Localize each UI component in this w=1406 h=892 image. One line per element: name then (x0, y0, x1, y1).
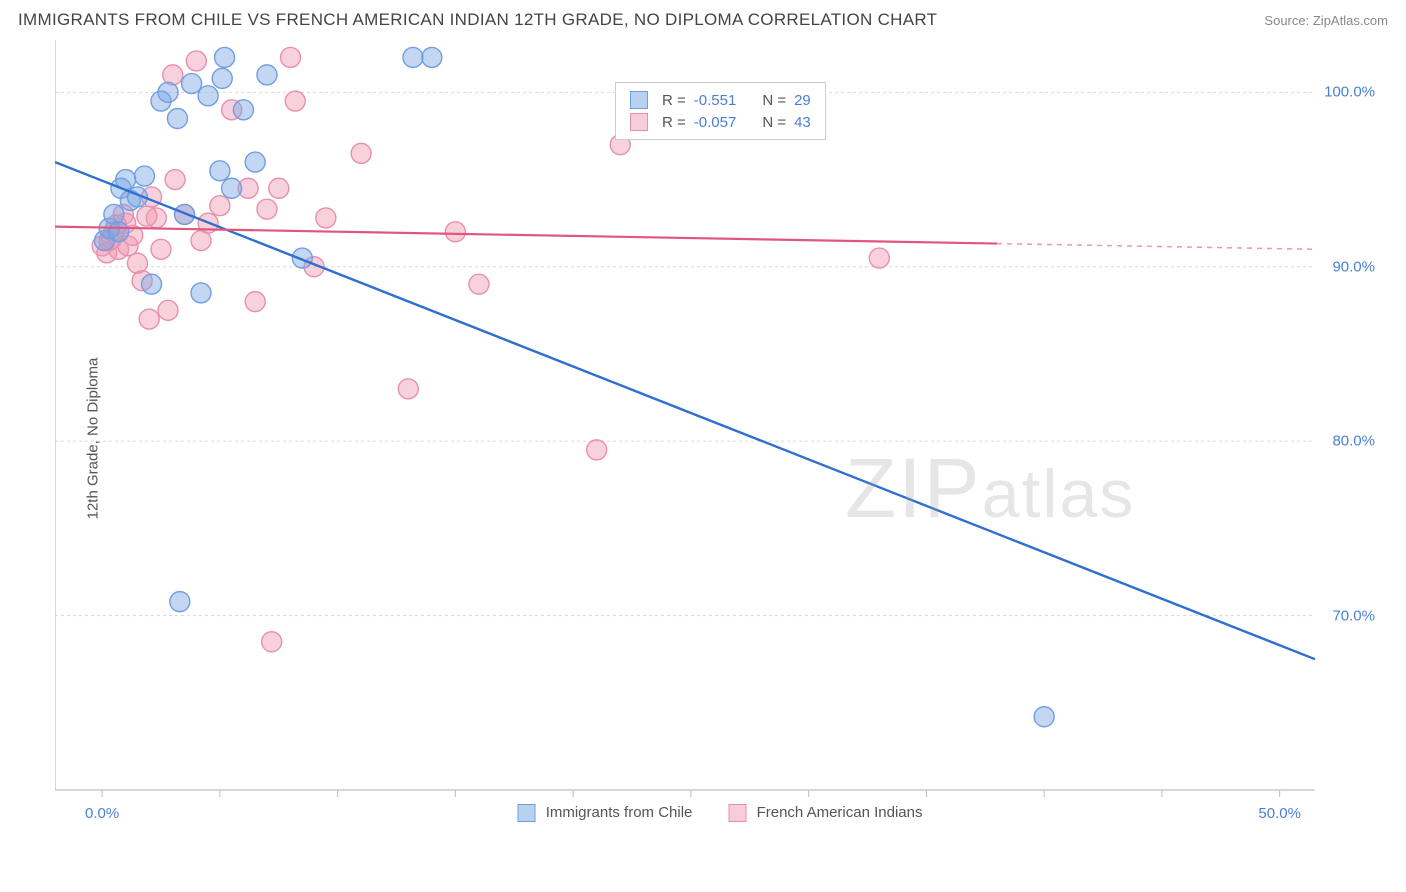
y-tick-label: 90.0% (1332, 258, 1375, 275)
bottom-legend: Immigrants from Chile French American In… (518, 804, 923, 822)
chart-header: IMMIGRANTS FROM CHILE VS FRENCH AMERICAN… (0, 0, 1406, 36)
y-tick-label: 70.0% (1332, 607, 1375, 624)
stats-r-chile: -0.551 (694, 92, 737, 109)
legend-label-french: French American Indians (757, 804, 923, 821)
stats-n-label2: N = (762, 114, 786, 131)
legend-label-chile: Immigrants from Chile (546, 804, 693, 821)
scatter-chart (55, 40, 1385, 830)
stats-r-french: -0.057 (694, 114, 737, 131)
x-tick-label: 50.0% (1258, 805, 1301, 822)
stats-r-label2: R = (662, 114, 686, 131)
y-tick-label: 100.0% (1324, 84, 1375, 101)
stats-n-label: N = (762, 92, 786, 109)
chart-title: IMMIGRANTS FROM CHILE VS FRENCH AMERICAN… (18, 10, 937, 30)
x-tick-label: 0.0% (85, 805, 119, 822)
stats-legend-box: R = -0.551 N = 29 R = -0.057 N = 43 (615, 82, 826, 140)
y-tick-label: 80.0% (1332, 433, 1375, 450)
swatch-chile-bottom (518, 804, 536, 822)
swatch-french-bottom (728, 804, 746, 822)
source-label: Source: (1264, 13, 1309, 28)
stats-r-label: R = (662, 92, 686, 109)
chart-container: R = -0.551 N = 29 R = -0.057 N = 43 ZIPa… (55, 40, 1385, 830)
chart-source: Source: ZipAtlas.com (1264, 13, 1388, 28)
source-name: ZipAtlas.com (1313, 13, 1388, 28)
swatch-french (630, 113, 648, 131)
stats-n-chile: 29 (794, 92, 811, 109)
legend-item-chile: Immigrants from Chile (518, 804, 693, 822)
stats-n-french: 43 (794, 114, 811, 131)
swatch-chile (630, 91, 648, 109)
legend-item-french: French American Indians (728, 804, 922, 822)
stats-row-chile: R = -0.551 N = 29 (630, 89, 811, 111)
stats-row-french: R = -0.057 N = 43 (630, 111, 811, 133)
